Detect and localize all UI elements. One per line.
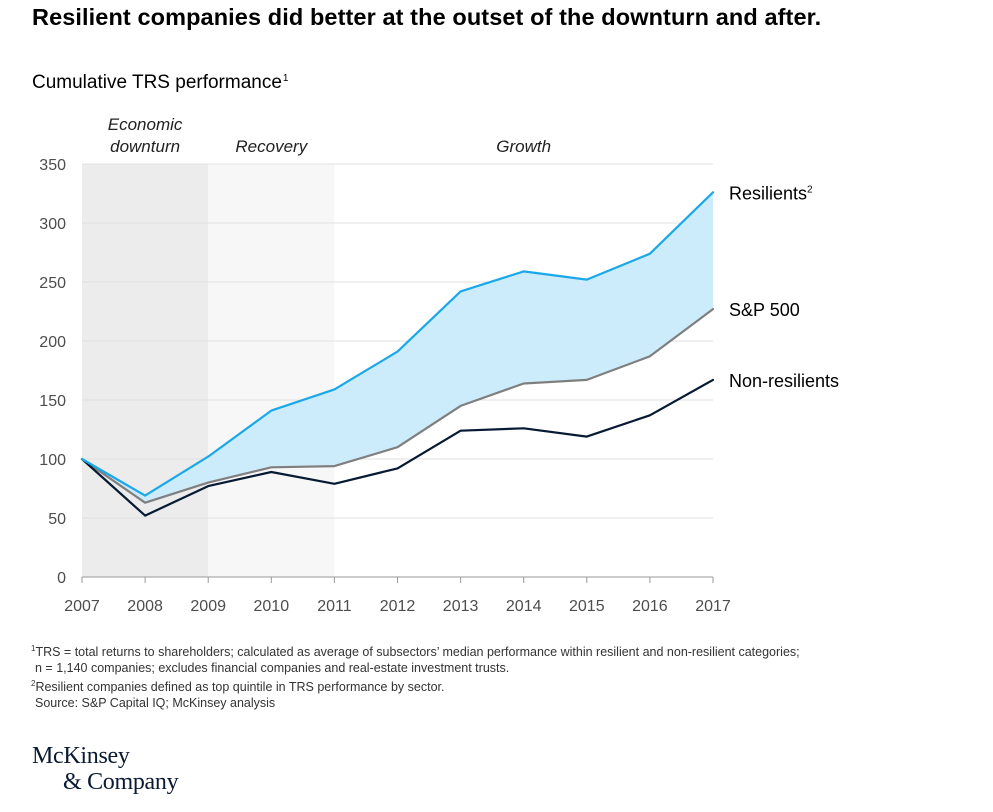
phase-band-0 (82, 164, 209, 577)
y-tick-label-250: 250 (39, 275, 66, 292)
phase-label-0-line-0: Economic (108, 115, 183, 134)
x-tick-label-2016: 2016 (632, 598, 668, 615)
phase-label-1-line-0: Recovery (235, 137, 308, 156)
source-note: Source: S&P Capital IQ; McKinsey analysi… (35, 695, 276, 710)
series-label-non-resilients: Non-resilients (729, 371, 839, 391)
x-tick-label-2007: 2007 (64, 598, 100, 615)
mckinsey-logo: McKinsey & Company (32, 743, 179, 795)
chart-title: Resilient companies did better at the ou… (32, 4, 822, 30)
series-label-resilients: Resilients2 (729, 183, 813, 203)
footnote-1-mark: 1 (31, 644, 36, 653)
band-fill-area (82, 192, 713, 503)
x-tick-label-2014: 2014 (506, 598, 542, 615)
phase-label-0-line-1: downturn (110, 137, 180, 156)
series-line-non-resilients (80, 378, 715, 517)
footnote-2: 2Resilient companies defined as top quin… (31, 676, 800, 696)
x-axis-tick-labels: 2007 2008 2009 2010 2011 2012 2013 2014 2015 2016… (64, 598, 731, 615)
chart-subtitle: Cumulative TRS performance1 (32, 72, 288, 94)
y-tick-label-150: 150 (39, 393, 66, 410)
footnote-2-text: Resilient companies defined as top quint… (35, 680, 445, 695)
y-tick-label-50: 50 (48, 511, 66, 528)
resilients-vs-sp500-band (82, 192, 713, 503)
x-tick-label-2015: 2015 (569, 598, 605, 615)
subtitle-footnote-mark: 1 (282, 72, 289, 84)
series-line-s-p-500 (80, 308, 715, 504)
y-tick-label-300: 300 (39, 216, 66, 233)
y-axis-tick-labels: 0 50 100 150 200 250 300 350 (39, 157, 66, 587)
series-label-s-p-500: S&P 500 (729, 300, 800, 320)
phase-band-1 (208, 164, 335, 577)
y-tick-label-350: 350 (39, 157, 66, 174)
phase-labels: Economic downturn Recovery Growth (108, 115, 551, 156)
footnote-1-continued: n = 1,140 companies; excludes financial … (35, 660, 510, 675)
series-line-resilients (80, 191, 715, 497)
x-tick-label-2012: 2012 (380, 598, 416, 615)
x-tick-label-2010: 2010 (254, 598, 290, 615)
logo-line-2: & Company (63, 769, 179, 795)
y-tick-label-100: 100 (39, 452, 66, 469)
series-lines (80, 191, 715, 517)
series-labels: Resilients2 S&P 500 Non-resilients (729, 183, 839, 391)
phase-label-2-line-0: Growth (496, 137, 551, 156)
x-tick-label-2011: 2011 (317, 598, 352, 615)
footnote-1-text: TRS = total returns to shareholders; cal… (35, 645, 800, 660)
y-tick-label-0: 0 (57, 570, 66, 587)
footnote-2-mark: 2 (31, 679, 36, 689)
footnote-1: 1TRS = total returns to shareholders; ca… (31, 641, 800, 661)
x-tick-label-2013: 2013 (443, 598, 479, 615)
logo-line-1: McKinsey (32, 743, 130, 769)
line-chart: Economic downturn Recovery Growth 0 50 100 150… (39, 115, 839, 615)
subtitle-text: Cumulative TRS performance (32, 72, 282, 93)
x-tick-label-2009: 2009 (190, 598, 226, 615)
x-tick-label-2017: 2017 (695, 598, 731, 615)
series-label-resilients-note: 2 (807, 184, 813, 195)
x-axis (81, 576, 714, 583)
footnotes: 1TRS = total returns to shareholders; ca… (31, 641, 800, 711)
y-tick-label-200: 200 (39, 334, 66, 351)
x-tick-label-2008: 2008 (127, 598, 163, 615)
